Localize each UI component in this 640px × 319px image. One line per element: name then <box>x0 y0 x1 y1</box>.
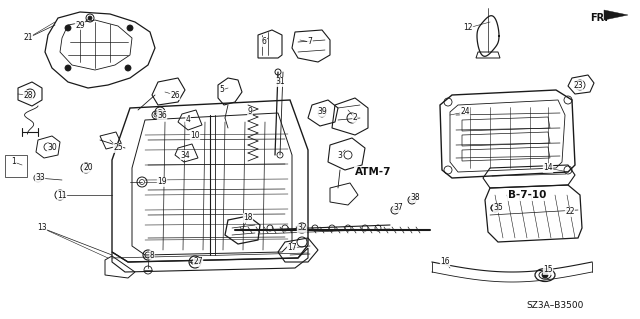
Text: 39: 39 <box>317 108 327 116</box>
Text: SZ3A–B3500: SZ3A–B3500 <box>526 301 584 310</box>
Text: 7: 7 <box>308 38 312 47</box>
Text: 27: 27 <box>193 257 203 266</box>
Text: 13: 13 <box>37 224 47 233</box>
Text: 1: 1 <box>12 158 17 167</box>
Text: 23: 23 <box>573 80 583 90</box>
Text: 8: 8 <box>150 250 154 259</box>
Text: B-7-10: B-7-10 <box>508 190 547 200</box>
Circle shape <box>125 65 131 71</box>
Text: 28: 28 <box>23 91 33 100</box>
Text: 11: 11 <box>57 190 67 199</box>
Text: 18: 18 <box>243 213 253 222</box>
Text: 24: 24 <box>460 108 470 116</box>
Text: 34: 34 <box>180 151 190 160</box>
Text: 2: 2 <box>353 114 357 122</box>
Text: 15: 15 <box>543 265 553 275</box>
Text: ATM-7: ATM-7 <box>355 167 392 177</box>
Text: 6: 6 <box>262 38 266 47</box>
Text: 14: 14 <box>543 164 553 173</box>
Text: 10: 10 <box>190 130 200 139</box>
Text: 25: 25 <box>113 144 123 152</box>
Text: 36: 36 <box>157 110 167 120</box>
Text: 29: 29 <box>75 20 85 29</box>
Text: 19: 19 <box>157 177 167 187</box>
Text: 9: 9 <box>248 108 252 116</box>
Text: 26: 26 <box>170 91 180 100</box>
Text: 4: 4 <box>186 115 191 124</box>
Text: 16: 16 <box>440 257 450 266</box>
Bar <box>5 155 27 177</box>
Circle shape <box>127 25 133 31</box>
Circle shape <box>88 16 92 20</box>
Text: 37: 37 <box>393 204 403 212</box>
Text: 12: 12 <box>463 24 473 33</box>
Text: FR.: FR. <box>590 13 608 23</box>
Text: 3: 3 <box>337 151 342 160</box>
Text: 22: 22 <box>565 207 575 217</box>
Circle shape <box>542 272 548 278</box>
Circle shape <box>65 65 71 71</box>
Text: 31: 31 <box>275 78 285 86</box>
Text: 35: 35 <box>493 204 503 212</box>
Polygon shape <box>604 10 628 20</box>
Text: 21: 21 <box>23 33 33 42</box>
Text: 30: 30 <box>47 144 57 152</box>
Text: 5: 5 <box>220 85 225 94</box>
Text: 20: 20 <box>83 164 93 173</box>
Text: 33: 33 <box>35 174 45 182</box>
Text: 17: 17 <box>287 243 297 253</box>
Text: 32: 32 <box>297 224 307 233</box>
Text: 38: 38 <box>410 194 420 203</box>
Circle shape <box>65 25 71 31</box>
